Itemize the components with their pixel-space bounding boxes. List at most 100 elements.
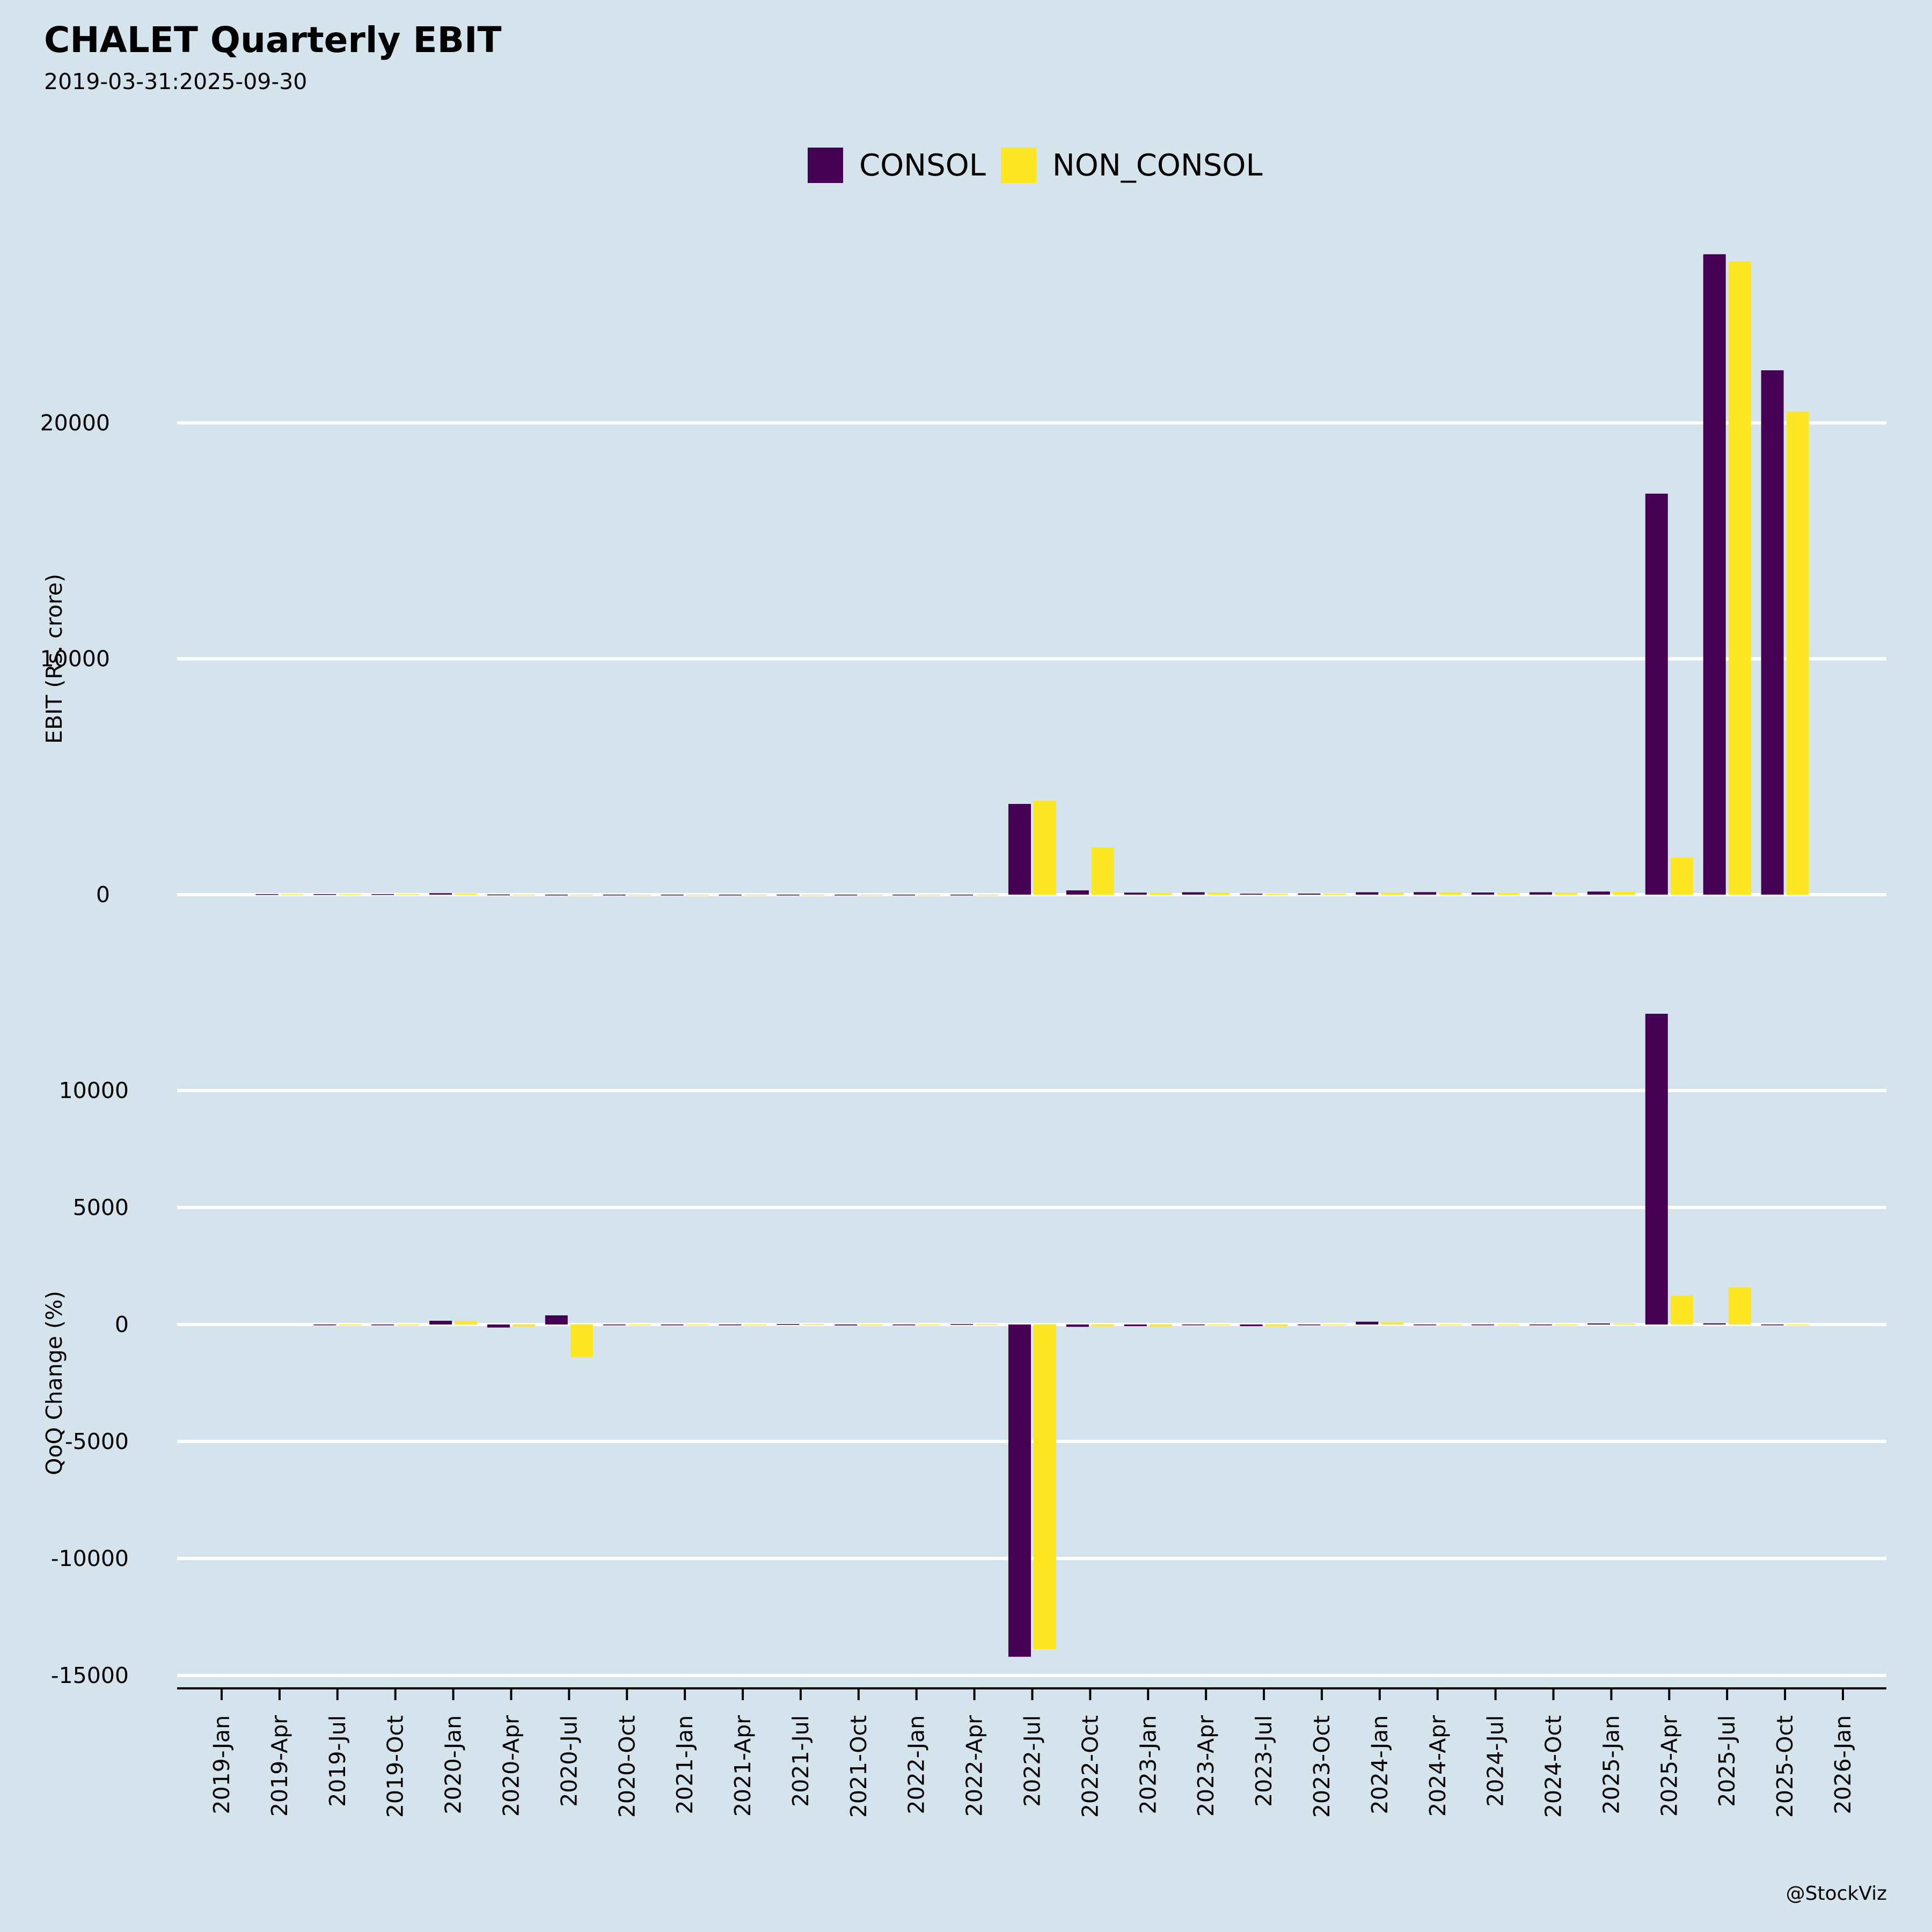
bar-non-consol-2025-jul [1728,1287,1751,1324]
bar-consol-2021-jul [777,1324,800,1325]
bar-non-consol-2022-apr [976,1324,999,1325]
bar-consol-2025-apr [1645,493,1668,895]
bar-non-consol-2022-apr [976,895,999,896]
x-tick-label: 2020-Jul [556,1715,582,1807]
qoq-change-panel: -15000 -10000 -5000 0 5000 10000 QoQ Change (%… [41,1013,1886,1688]
x-tick-label: 2026-Jan [1830,1715,1856,1814]
bar-consol-2020-jan [429,1321,452,1324]
bar-non-consol-2023-jul [1265,1324,1288,1327]
bar-consol-2021-oct [835,1324,858,1326]
x-tick-label: 2022-Jul [1020,1715,1045,1807]
x-tick-label: 2021-Oct [846,1715,872,1818]
bar-consol-2021-oct [835,895,858,896]
bar-non-consol-2022-oct [1091,847,1114,895]
bar-consol-2023-jan [1124,892,1147,895]
x-tick-label: 2020-Apr [498,1715,524,1817]
bar-consol-2023-jul [1240,894,1263,895]
bar-non-consol-2025-jan [1612,891,1635,895]
bar-non-consol-2021-oct [860,895,883,896]
bar-consol-2021-apr [719,1324,742,1326]
bar-non-consol-2024-apr [1439,892,1462,895]
bar-consol-2020-jan [429,893,452,895]
bar-consol-2022-oct [1066,1324,1089,1327]
bar-non-consol-2020-oct [628,1324,651,1326]
bar-consol-2025-jan [1587,1323,1610,1324]
bar-non-consol-2020-jan [455,893,478,895]
x-tick-label: 2019-Apr [267,1715,292,1817]
legend-swatch-non-consol [1000,148,1036,183]
bar-consol-2020-apr [487,894,510,896]
x-tick-label: 2023-Jan [1135,1715,1161,1814]
bar-consol-2022-oct [1066,890,1089,895]
bar-consol-2024-jan [1356,892,1379,895]
bar-non-consol-2024-apr [1439,1324,1462,1326]
bar-non-consol-2021-jul [802,895,825,896]
bar-consol-2025-oct [1761,370,1784,895]
bar-consol-2025-oct [1761,1324,1784,1326]
x-tick-label: 2025-Oct [1772,1715,1798,1818]
y-tick-label: 5000 [73,1195,129,1220]
x-tick-label: 2019-Jan [209,1715,235,1814]
bar-non-consol-2022-jul [1034,800,1056,895]
bar-non-consol-2019-jul [339,1324,362,1326]
y-tick-label: 0 [96,882,110,908]
bar-consol-2024-jul [1472,892,1495,895]
watermark: @StockViz [1785,1883,1887,1905]
bar-non-consol-2024-jan [1381,892,1404,895]
bar-consol-2021-jan [661,895,684,896]
bar-non-consol-2024-oct [1555,892,1578,895]
bar-non-consol-2023-apr [1207,1324,1230,1326]
bar-non-consol-2023-oct [1323,1324,1346,1326]
bar-consol-2025-jul [1703,254,1726,895]
legend: CONSOL NON_CONSOL [808,148,1278,183]
bar-non-consol-2020-apr [512,894,535,896]
bar-consol-2022-jul [1008,804,1031,895]
bar-consol-2023-apr [1182,1324,1205,1326]
bar-consol-2022-apr [950,1324,974,1325]
bar-non-consol-2021-apr [744,1324,767,1326]
x-tick-label: 2022-Jan [904,1715,930,1814]
bar-consol-2022-jul [1008,1324,1031,1657]
chart-title: CHALET Quarterly EBIT [44,19,502,61]
legend-label-consol: CONSOL [859,148,986,183]
bar-non-consol-2024-jan [1381,1322,1404,1324]
bar-consol-2023-oct [1298,1324,1321,1326]
x-tick-label: 2021-Apr [730,1715,756,1817]
bar-non-consol-2025-jul [1728,261,1751,895]
bar-consol-2020-oct [603,895,626,896]
bar-non-consol-2022-jan [918,895,941,896]
bar-non-consol-2019-jul [339,894,362,895]
x-tick-label: 2019-Jul [325,1715,350,1807]
x-tick-label: 2024-Oct [1541,1715,1567,1818]
bar-non-consol-2019-oct [397,894,420,895]
x-tick-label: 2020-Oct [614,1715,640,1818]
bar-consol-2021-apr [719,895,742,896]
y-tick-label: 0 [115,1312,129,1337]
x-tick-label: 2021-Jan [672,1715,698,1814]
x-tick-label: 2024-Jan [1367,1715,1393,1814]
bar-non-consol-2025-jan [1612,1323,1635,1324]
x-tick-label: 2020-Jan [441,1715,466,1814]
bar-non-consol-2020-oct [628,895,651,896]
y-tick-label: -10000 [51,1546,129,1571]
bar-non-consol-2022-jan [918,1324,941,1326]
bar-consol-2020-jul [545,895,568,896]
bar-consol-2023-jul [1240,1324,1263,1327]
bar-consol-2022-jan [892,895,916,896]
bar-non-consol-2021-jan [686,895,709,896]
chart-subtitle: 2019-03-31:2025-09-30 [44,69,308,94]
x-tick-label: 2025-Apr [1656,1715,1682,1817]
bar-consol-2019-oct [371,894,394,895]
bar-non-consol-2024-jul [1497,1324,1520,1326]
bar-consol-2021-jan [661,1324,684,1326]
x-tick-label: 2023-Oct [1309,1715,1335,1818]
bar-consol-2019-jul [313,1324,336,1326]
y-axis-title: EBIT (Rs. crore) [41,574,67,744]
bar-non-consol-2023-apr [1207,892,1230,895]
bar-non-consol-2023-jan [1149,892,1172,895]
y-tick-label: -15000 [51,1663,129,1688]
bar-consol-2023-jan [1124,1324,1147,1327]
bar-consol-2024-apr [1414,1324,1437,1326]
y-tick-label: -5000 [65,1429,129,1454]
x-tick-label: 2019-Oct [383,1715,408,1818]
